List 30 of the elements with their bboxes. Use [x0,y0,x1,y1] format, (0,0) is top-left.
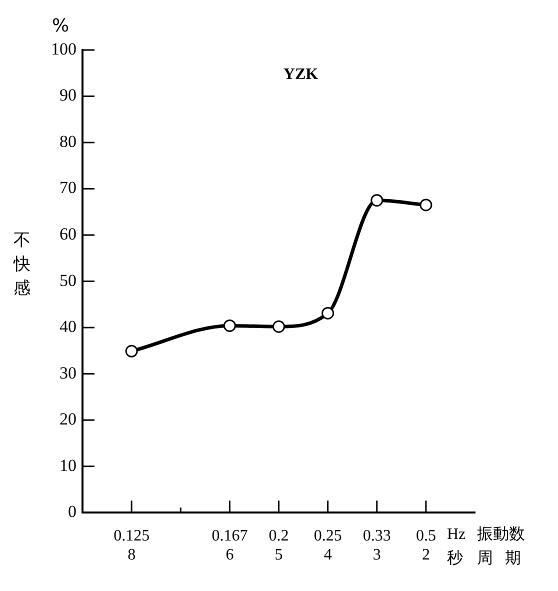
x-tick-label: 0.167 6 [212,527,248,564]
text: Hz [447,526,466,543]
y-tick-label: 60 [60,224,76,244]
point [370,194,384,207]
y-axis-title: 不快感 [12,230,30,299]
y-tick-label: 90 [60,86,76,105]
point [223,319,236,332]
x-tick-label: 0.5 2 [416,527,436,564]
x-tick-label: 0.33 3 [362,527,391,564]
text: 周期 [477,548,533,567]
point [322,306,334,320]
y-tick-label: 0 [68,502,76,522]
y-tick-label: 50 [60,270,76,290]
y-tick-label: 80 [60,132,76,151]
text: YZK [283,66,319,84]
y-tick-label: 100 [51,39,76,58]
y-tick-label: 70 [60,178,76,198]
x-tick-label: 0.25 4 [314,527,342,564]
x-tick-label: 0.2 5 [268,527,289,564]
y-tick-label: 30 [60,363,76,382]
text: % [52,16,70,37]
x-tick-label: 0.125 8 [114,527,150,564]
point [420,198,432,212]
y-tick-label: 10 [60,456,76,475]
point [125,344,138,358]
text: 秒 [447,548,463,567]
y-tick-label: 20 [60,410,76,429]
point [272,320,285,333]
y-tick-label: 40 [60,317,76,336]
x-axis-title: 振動数 [477,524,525,543]
